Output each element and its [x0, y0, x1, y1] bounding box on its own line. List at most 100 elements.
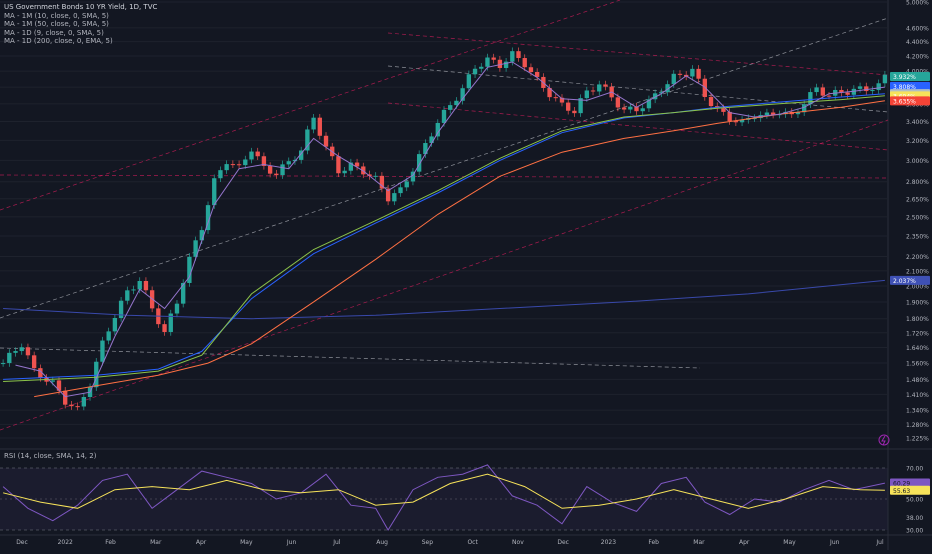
rsi-tick-label: 70.00 — [906, 466, 923, 473]
time-tick-label: Dec — [557, 539, 569, 546]
candle-body — [212, 178, 217, 206]
candle-body — [137, 281, 142, 290]
candle-body — [516, 51, 521, 59]
candle-body — [112, 317, 118, 332]
candle-body — [416, 154, 422, 172]
ma-9-line — [15, 61, 885, 398]
price-badge-label: 3.635% — [893, 98, 916, 105]
candle-body — [801, 104, 807, 113]
time-tick-label: Apr — [196, 539, 207, 546]
candle-body — [143, 281, 149, 291]
candle-body — [615, 97, 621, 108]
rsi-tick-label: 50.00 — [906, 497, 923, 504]
time-tick-label: Mar — [150, 539, 162, 546]
candle-body — [882, 74, 888, 84]
candle-body — [106, 331, 111, 341]
candle-body — [392, 193, 397, 202]
time-tick-label: Jul — [875, 539, 884, 546]
ma-10-line — [3, 95, 885, 382]
candle-body — [249, 151, 254, 160]
candle-body — [534, 71, 540, 77]
candle-body — [193, 240, 198, 257]
candle-body — [31, 355, 37, 369]
candle-body — [367, 174, 372, 177]
candle-body — [876, 83, 881, 91]
price-tick-label: 3.400% — [906, 119, 929, 126]
price-badge-label: 3.932% — [893, 74, 916, 81]
time-tick-label: Mar — [693, 539, 705, 546]
candle-body — [820, 87, 825, 96]
time-tick-label: Apr — [739, 539, 750, 546]
price-badge — [890, 96, 930, 106]
candle-body — [199, 230, 204, 241]
time-tick-label: 2022 — [58, 539, 73, 546]
candle-body — [584, 90, 589, 99]
candle-body — [528, 67, 534, 72]
candle-body — [665, 84, 670, 93]
channel-line — [0, 119, 889, 431]
candle-body — [181, 282, 186, 304]
time-tick-label: Jul — [332, 539, 341, 546]
ma-long-line — [3, 279, 885, 320]
candle-body — [808, 92, 813, 105]
channel-line — [0, 174, 889, 179]
chart-title: US Government Bonds 10 YR Yield, 1D, TVC — [4, 3, 158, 11]
candle-body — [38, 368, 43, 378]
candle-body — [336, 156, 341, 174]
candle-body — [739, 119, 745, 123]
ma-50-line — [3, 93, 885, 380]
candle-body — [410, 171, 416, 182]
indicator-legend-4: MA - 1D (200, close, 0, EMA, 5) — [4, 37, 113, 46]
price-tick-label: 2.800% — [906, 179, 929, 186]
candle-body — [354, 162, 360, 167]
candle-body — [597, 84, 602, 92]
time-tick-label: Oct — [467, 539, 478, 546]
channel-line — [0, 17, 889, 319]
candle-body — [721, 108, 726, 112]
candle-body — [243, 159, 248, 166]
candle-body — [510, 51, 515, 62]
rsi-badge — [890, 478, 930, 488]
candle-body — [696, 68, 701, 79]
candle-body — [63, 390, 68, 405]
rsi-badge — [890, 485, 930, 495]
rsi-tick-label: 30.00 — [906, 528, 923, 535]
candle-body — [323, 135, 329, 147]
candle-body — [187, 256, 192, 283]
candle-body — [174, 303, 180, 314]
candle-body — [435, 122, 440, 137]
price-tick-label: 1.225% — [906, 436, 929, 443]
candle-body — [621, 107, 627, 110]
candle-body — [441, 109, 447, 123]
candle-body — [317, 117, 322, 136]
candle-body — [634, 106, 639, 112]
rsi-badge-label: 60.29 — [893, 481, 910, 488]
candle-body — [702, 78, 707, 98]
price-tick-label: 1.640% — [906, 345, 929, 352]
candle-body — [460, 88, 465, 101]
candle-body — [764, 112, 770, 116]
candle-body — [795, 112, 801, 115]
price-tick-label: 2.000% — [906, 284, 929, 291]
price-badge — [890, 81, 930, 91]
candle-body — [572, 110, 577, 114]
candle-body — [224, 164, 229, 171]
candle-body — [0, 363, 6, 365]
indicator-legend-2: MA - 1M (50, close, 0, SMA, 5) — [4, 20, 109, 29]
candle-body — [652, 93, 658, 100]
candle-body — [857, 86, 863, 89]
candle-body — [752, 118, 757, 120]
candle-body — [404, 181, 409, 188]
candle-body — [479, 66, 484, 69]
price-tick-label: 2.350% — [906, 234, 929, 241]
time-tick-label: Sep — [422, 539, 434, 546]
time-tick-label: Aug — [376, 539, 388, 546]
time-tick-label: Jun — [829, 539, 840, 546]
price-tick-label: 1.720% — [906, 330, 929, 337]
candle-body — [708, 97, 714, 107]
candle-body — [690, 68, 695, 77]
price-tick-label: 1.900% — [906, 299, 929, 306]
candle-body — [839, 89, 844, 93]
